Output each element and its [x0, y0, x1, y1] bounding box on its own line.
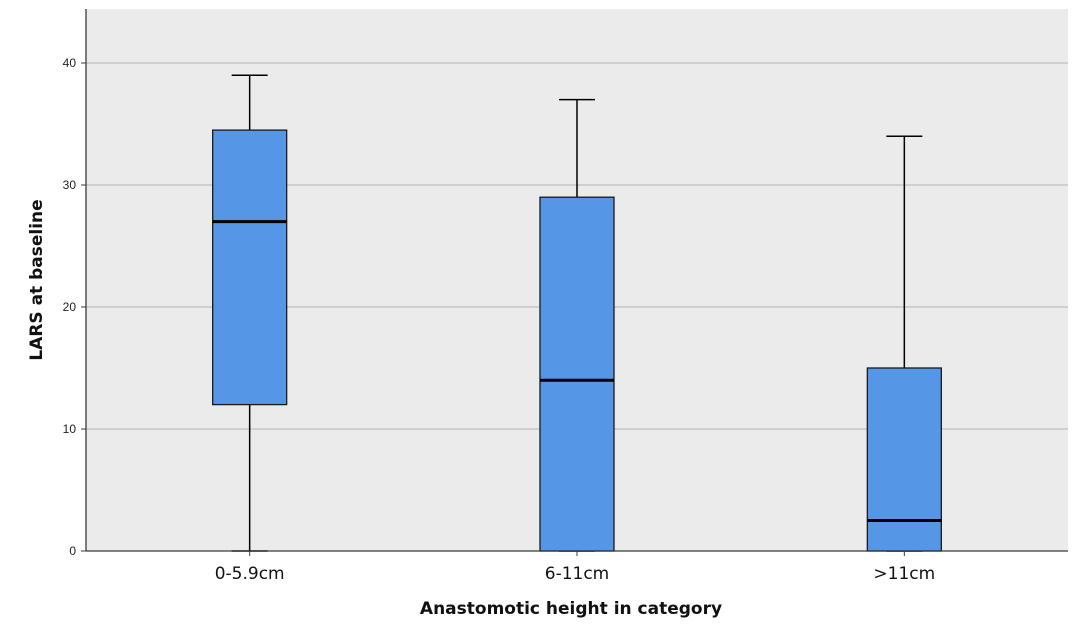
x-tick-label-2: 6-11cm — [545, 564, 610, 584]
y-axis-ticks: 0 10 20 30 40 — [63, 56, 86, 558]
group-3-box — [866, 367, 942, 552]
y-tick-label-10: 10 — [63, 422, 77, 436]
group-1-box — [212, 129, 288, 406]
y-tick-label-20: 20 — [63, 300, 77, 314]
x-axis-ticks: 0-5.9cm 6-11cm >11cm — [215, 551, 935, 584]
boxes — [212, 74, 942, 552]
group-2-box — [539, 196, 615, 552]
x-axis-title: Anastomotic height in category — [420, 599, 722, 619]
x-tick-label-1: 0-5.9cm — [215, 564, 285, 584]
y-tick-label-30: 30 — [63, 178, 77, 192]
x-tick-label-3: >11cm — [873, 564, 935, 584]
y-tick-label-0: 0 — [69, 544, 76, 558]
y-tick-label-40: 40 — [63, 56, 77, 70]
y-axis-title: LARS at baseline — [27, 199, 47, 360]
